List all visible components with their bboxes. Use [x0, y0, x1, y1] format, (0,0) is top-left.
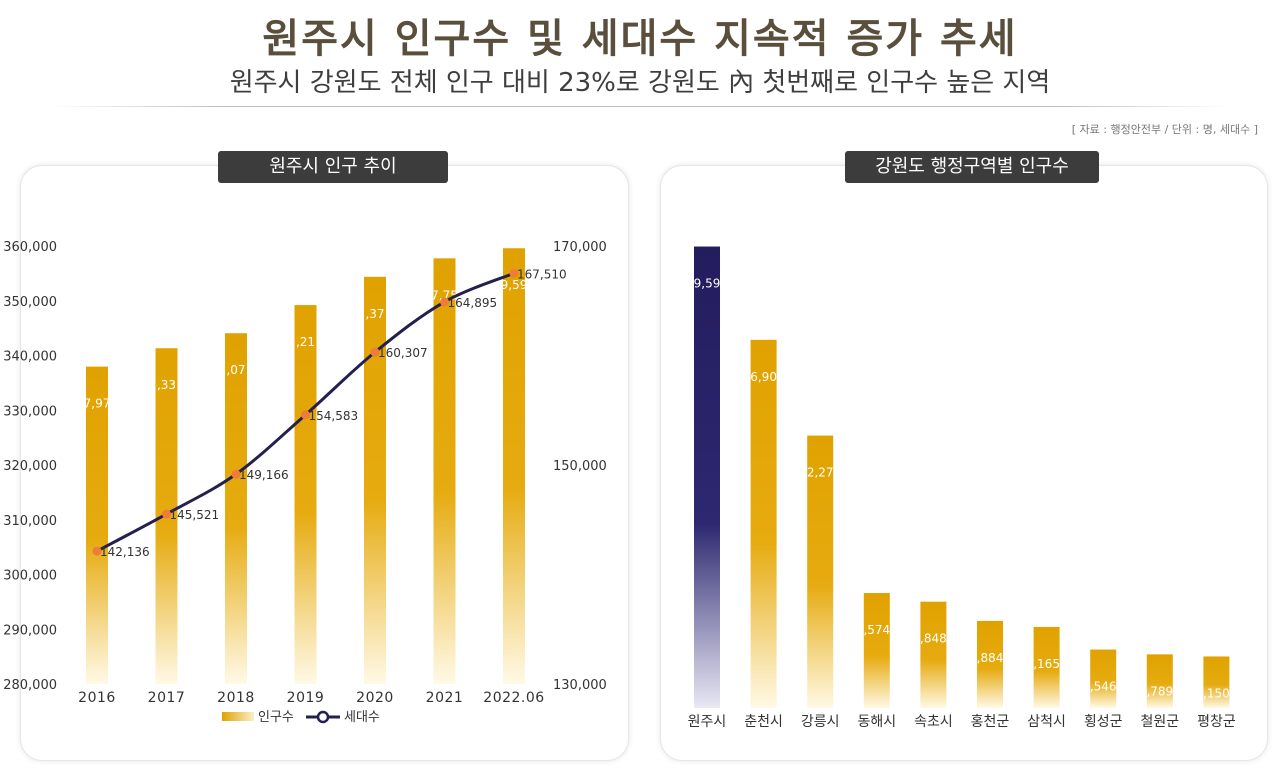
population-bar [503, 248, 525, 684]
household-marker [370, 347, 380, 357]
household-marker [231, 469, 241, 479]
region-bar [750, 339, 777, 708]
population-bar-label: ,07 [226, 363, 245, 377]
left-y-tick-label: 290,000 [3, 623, 57, 638]
population-bar [86, 366, 108, 684]
x-axis-year-label: 2019 [287, 690, 325, 706]
left-y-tick-label: 360,000 [3, 240, 57, 255]
region-bar-label: ,574 [863, 623, 890, 637]
region-bar-label: ,150 [1203, 686, 1230, 700]
legend-household-label: 세대수 [344, 710, 380, 725]
region-bar-highlight [694, 246, 720, 708]
region-bar-label: 2,27 [807, 466, 834, 480]
household-marker [440, 297, 449, 307]
right-y-tick-label: 170,000 [553, 240, 607, 255]
region-population-chart: 9,59 원주시 6,90 춘천시 2,27 강릉시 ,574 동해시 ,848 속초시 ,884 홍… [688, 246, 1236, 730]
region-population-title: 강원도 행정구역별 인구수 [845, 151, 1099, 183]
legend-population-label: 인구수 [258, 710, 294, 725]
population-bar [433, 258, 456, 684]
legend-bar-swatch [222, 712, 254, 721]
household-value-label: 160,307 [378, 346, 428, 360]
region-bar [807, 435, 834, 708]
household-value-label: 145,521 [170, 508, 220, 522]
population-bar [294, 305, 317, 684]
region-bar-label: ,165 [1033, 657, 1060, 671]
population-bar-label: ,33 [157, 378, 176, 392]
region-name-label: 춘천시 [744, 714, 783, 730]
region-bar-label: 6,90 [750, 370, 777, 384]
region-bar [1090, 649, 1117, 708]
household-marker [301, 410, 310, 420]
household-value-label: 154,583 [309, 409, 359, 423]
population-bar-label: ,21 [296, 335, 315, 349]
region-bar-label: ,848 [920, 632, 947, 646]
population-bar-label: ,37 [365, 307, 384, 321]
region-bar [977, 620, 1003, 708]
x-axis-year-label: 2017 [148, 690, 186, 706]
header-divider [50, 106, 1230, 107]
region-name-label: 홍천군 [971, 714, 1010, 730]
household-value-label: 167,510 [517, 267, 567, 281]
household-value-label: 149,166 [239, 468, 289, 482]
x-axis-year-label: 2016 [78, 690, 116, 706]
region-name-label: 강릉시 [801, 714, 840, 730]
region-name-label: 횡성군 [1084, 714, 1123, 730]
household-value-label: 142,136 [100, 545, 150, 559]
region-bar-label: 9,59 [694, 277, 721, 291]
source-note: [ 자료 : 행정안전부 / 단위 : 명, 세대수 ] [1071, 123, 1258, 136]
left-y-tick-label: 310,000 [3, 514, 57, 529]
x-axis-year-label: 2022.06 [483, 690, 544, 706]
left-y-tick-label: 330,000 [3, 404, 57, 419]
region-bar-label: ,789 [1146, 684, 1173, 698]
right-y-tick-label: 130,000 [553, 678, 607, 693]
region-bar-label: ,546 [1090, 680, 1117, 694]
region-name-label: 평창군 [1197, 714, 1236, 730]
left-y-tick-label: 300,000 [3, 569, 57, 584]
region-name-label: 삼척시 [1027, 714, 1066, 730]
region-bar-label: ,884 [977, 651, 1004, 665]
left-y-tick-label: 280,000 [3, 678, 57, 693]
region-name-label: 속초시 [914, 714, 953, 730]
population-bar-label: 7,97 [84, 397, 111, 411]
region-bar [920, 601, 947, 708]
left-y-tick-label: 350,000 [3, 295, 57, 310]
x-axis-year-label: 2018 [217, 690, 255, 706]
household-marker [509, 268, 519, 278]
legend-line-marker [316, 710, 330, 724]
household-value-label: 164,895 [448, 296, 498, 310]
population-bar [225, 333, 247, 684]
x-axis-year-label: 2020 [356, 690, 394, 706]
population-bar [364, 276, 386, 684]
page-title: 원주시 인구수 및 세대수 지속적 증가 추세 [262, 16, 1018, 62]
left-y-tick-label: 320,000 [3, 459, 57, 474]
region-name-label: 원주시 [688, 714, 727, 730]
left-y-tick-label: 340,000 [3, 350, 57, 365]
region-bar [863, 593, 890, 708]
region-name-label: 철원군 [1140, 714, 1179, 730]
population-bar-label: 9,59 [501, 278, 528, 292]
population-trend-title: 원주시 인구 추이 [218, 151, 448, 183]
right-y-tick-label: 150,000 [553, 459, 607, 474]
household-marker [162, 509, 171, 519]
population-trend-chart: 280,000 290,000 300,000 310,000 320,000 330,0… [3, 240, 607, 725]
region-name-label: 동해시 [857, 714, 896, 730]
region-bar [1033, 626, 1060, 708]
household-marker [92, 546, 102, 556]
region-bar [1203, 656, 1230, 708]
x-axis-year-label: 2021 [426, 690, 464, 706]
page-subtitle: 원주시 강원도 전체 인구 대비 23%로 강원도 內 첫번째로 인구수 높은 … [229, 68, 1051, 98]
region-bar [1146, 654, 1173, 708]
